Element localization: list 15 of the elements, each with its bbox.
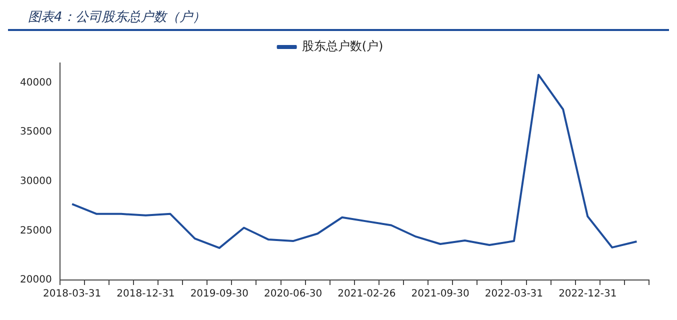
x-tick-label: 2022-03-31 [484, 288, 544, 300]
y-tick-label: 20000 [20, 274, 52, 286]
y-tick-label: 30000 [20, 176, 52, 187]
x-tick-label: 2021-09-30 [411, 288, 470, 300]
x-tick-label: 2018-03-31 [43, 288, 102, 300]
x-tick-label: 2018-12-31 [116, 288, 175, 300]
y-tick-label: 40000 [20, 77, 52, 88]
chart-title: 图表4：公司股东总户数（户） [8, 8, 669, 31]
x-tick-label: 2022-12-31 [558, 288, 617, 300]
x-tick-label: 2021-02-26 [338, 288, 396, 300]
y-tick-label: 35000 [20, 126, 52, 138]
x-tick-label: 2020-06-30 [264, 288, 322, 300]
legend-label: 股东总户数(户) [302, 39, 384, 54]
x-tick-label: 2019-09-30 [190, 288, 248, 300]
y-tick-label: 25000 [20, 225, 52, 236]
